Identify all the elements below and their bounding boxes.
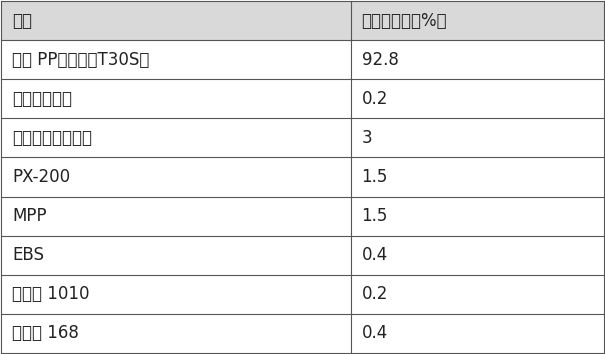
Bar [1,119,351,158]
Text: 甲基乙基次磷酸锌: 甲基乙基次磷酸锌 [12,129,92,147]
Text: 1.5: 1.5 [362,168,388,186]
Bar [351,196,604,235]
Text: 原料: 原料 [12,12,32,30]
Bar [1,196,351,235]
Text: EBS: EBS [12,246,44,264]
Bar [351,79,604,119]
Bar [1,40,351,79]
Text: 钛酸酯偶联剂: 钛酸酯偶联剂 [12,90,72,108]
Text: 0.2: 0.2 [362,285,388,303]
Text: 3: 3 [362,129,372,147]
Bar [351,275,604,314]
Bar [351,1,604,40]
Bar [1,158,351,196]
Text: 0.4: 0.4 [362,324,388,342]
Bar [1,314,351,353]
Text: MPP: MPP [12,207,47,225]
Text: 抗氧剂 168: 抗氧剂 168 [12,324,79,342]
Bar [1,235,351,275]
Text: 抗氧剂 1010: 抗氧剂 1010 [12,285,90,303]
Text: 均聚 PP（型号：T30S）: 均聚 PP（型号：T30S） [12,51,149,69]
Text: PX-200: PX-200 [12,168,70,186]
Bar [351,314,604,353]
Bar [1,1,351,40]
Bar [351,235,604,275]
Bar [351,119,604,158]
Bar [351,40,604,79]
Bar [351,158,604,196]
Text: 1.5: 1.5 [362,207,388,225]
Bar [1,79,351,119]
Text: 重量百分比（%）: 重量百分比（%） [362,12,447,30]
Text: 0.2: 0.2 [362,90,388,108]
Bar [1,275,351,314]
Text: 92.8: 92.8 [362,51,399,69]
Text: 0.4: 0.4 [362,246,388,264]
